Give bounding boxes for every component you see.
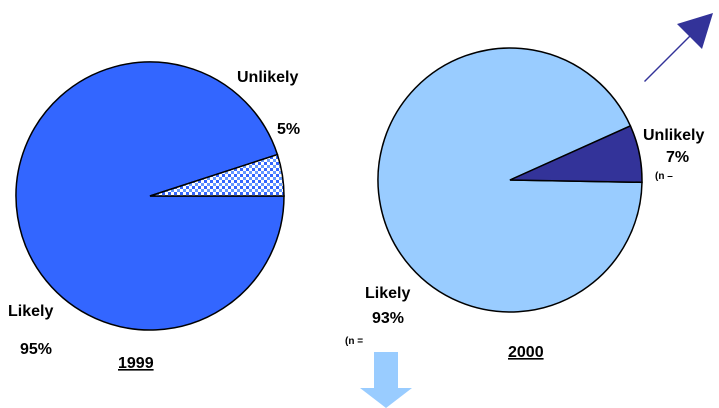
pie-title-1999: 1999 <box>118 355 154 372</box>
label-1999-unlikely: Unlikely <box>237 69 298 86</box>
pie-chart-2000 <box>377 47 643 313</box>
label-1999-likely: Likely <box>8 303 53 320</box>
pie-title-2000: 2000 <box>508 344 544 361</box>
label-1999-likely-value: 95% <box>20 341 52 358</box>
label-1999-unlikely-value: 5% <box>277 121 300 138</box>
label-2000-likely: Likely <box>365 285 410 302</box>
pie-chart-1999 <box>15 61 285 331</box>
pie-1999-slice-unlikely <box>149 153 285 197</box>
pie-2000-slice-unlikely <box>509 124 643 184</box>
label-2000-unlikely-note: (n – <box>655 171 673 182</box>
arrow-down-icon <box>360 352 412 408</box>
label-2000-unlikely-value: 7% <box>666 149 689 166</box>
label-2000-likely-note: (n = <box>345 336 363 347</box>
label-2000-unlikely: Unlikely <box>643 127 704 144</box>
label-2000-likely-value: 93% <box>372 310 404 327</box>
arrow-up-right-icon <box>644 13 713 93</box>
